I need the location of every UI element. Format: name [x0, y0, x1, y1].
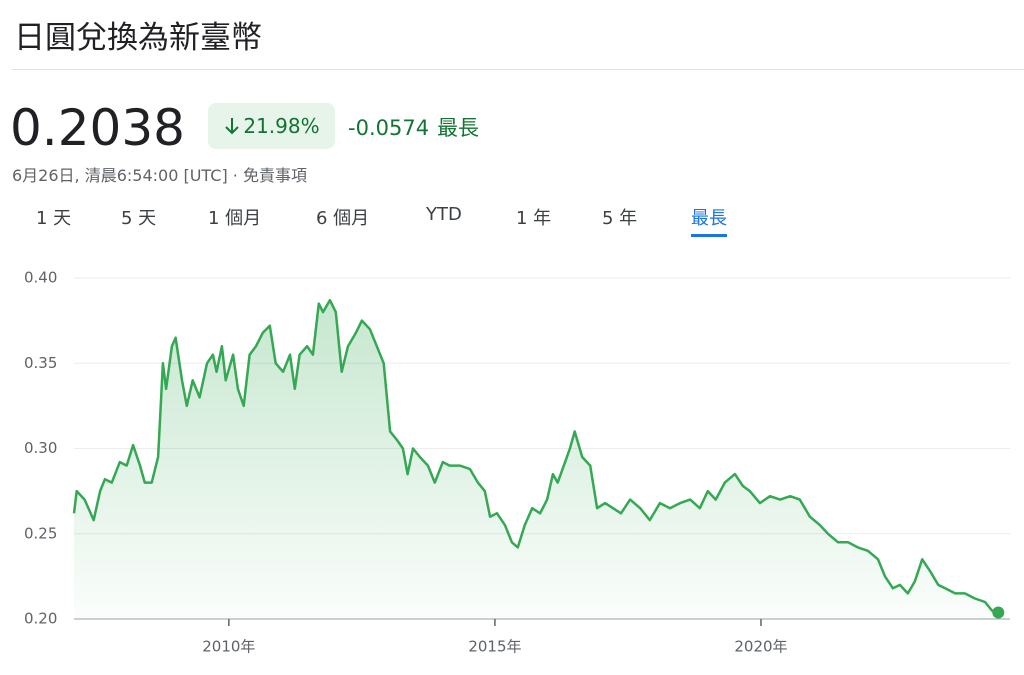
x-tick-label: 2010年: [202, 638, 255, 656]
range-tab[interactable]: YTD: [426, 204, 462, 225]
divider: [12, 69, 1024, 70]
change-period: 最長: [437, 116, 480, 140]
x-tick-label: 2015年: [468, 638, 521, 656]
y-tick-label: 0.20: [24, 610, 57, 628]
range-tab[interactable]: 1 天: [36, 208, 72, 229]
change: -0.0574 最長: [348, 112, 479, 142]
down-arrow-icon: [225, 118, 240, 135]
page-title: 日圓兌換為新臺幣: [14, 20, 262, 56]
range-tab[interactable]: 1 個月: [208, 208, 262, 229]
change-value: -0.0574: [348, 116, 430, 140]
range-tab[interactable]: 5 年: [602, 208, 638, 229]
timestamp: 6月26日, 清晨6:54:00 [UTC] · 免責事項: [12, 166, 307, 185]
end-point: [992, 606, 1005, 619]
y-tick-label: 0.30: [24, 439, 57, 457]
area-fill: [74, 300, 999, 619]
range-tab[interactable]: 6 個月: [316, 208, 370, 229]
range-tab[interactable]: 5 天: [121, 208, 157, 229]
change-badge: 21.98%: [208, 103, 335, 149]
price: 0.2038: [10, 99, 185, 157]
change-percent: 21.98%: [243, 114, 320, 138]
price-line: [72, 298, 999, 614]
y-tick-label: 0.25: [24, 524, 57, 542]
range-tab[interactable]: 最長: [691, 204, 727, 237]
y-tick-label: 0.40: [24, 269, 57, 287]
x-tick-label: 2020年: [734, 638, 787, 656]
y-tick-label: 0.35: [24, 354, 57, 372]
range-tab[interactable]: 1 年: [516, 208, 552, 229]
